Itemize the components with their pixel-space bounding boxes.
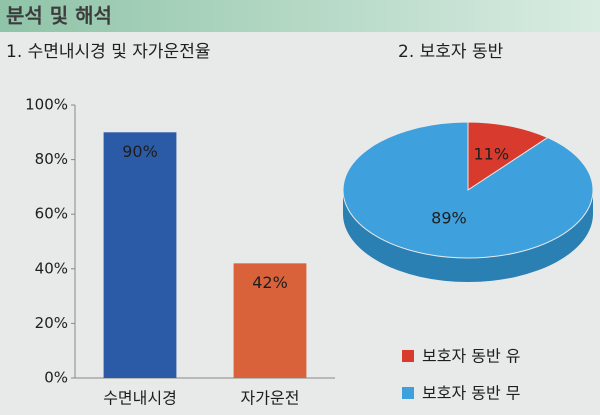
legend-swatch [402, 387, 414, 399]
y-tick-label: 40% [35, 259, 68, 277]
y-tick-label: 80% [35, 150, 68, 168]
value-label: 11% [474, 144, 510, 163]
pie-side [343, 190, 593, 282]
bar [103, 132, 177, 378]
legend-swatch [402, 350, 414, 362]
y-tick-label: 0% [44, 369, 68, 387]
header-title: 분석 및 해석 [6, 4, 112, 28]
chart-title: 2. 보호자 동반 [398, 42, 504, 62]
chart-title: 1. 수면내시경 및 자가운전율 [6, 42, 210, 62]
y-tick-label: 20% [35, 314, 68, 332]
value-label: 90% [122, 142, 158, 161]
value-label: 89% [431, 208, 467, 227]
x-tick-label: 자가운전 [241, 389, 300, 408]
bar [233, 263, 307, 378]
value-label: 42% [252, 273, 288, 292]
pie-slice [342, 121, 594, 259]
y-tick-label: 60% [35, 205, 68, 223]
legend-label: 보호자 동반 무 [422, 384, 521, 403]
legend-label: 보호자 동반 유 [422, 347, 521, 366]
x-tick-label: 수면내시경 [103, 389, 177, 408]
header-band [0, 0, 600, 32]
y-tick-label: 100% [25, 96, 68, 114]
pie-slice [467, 121, 549, 191]
